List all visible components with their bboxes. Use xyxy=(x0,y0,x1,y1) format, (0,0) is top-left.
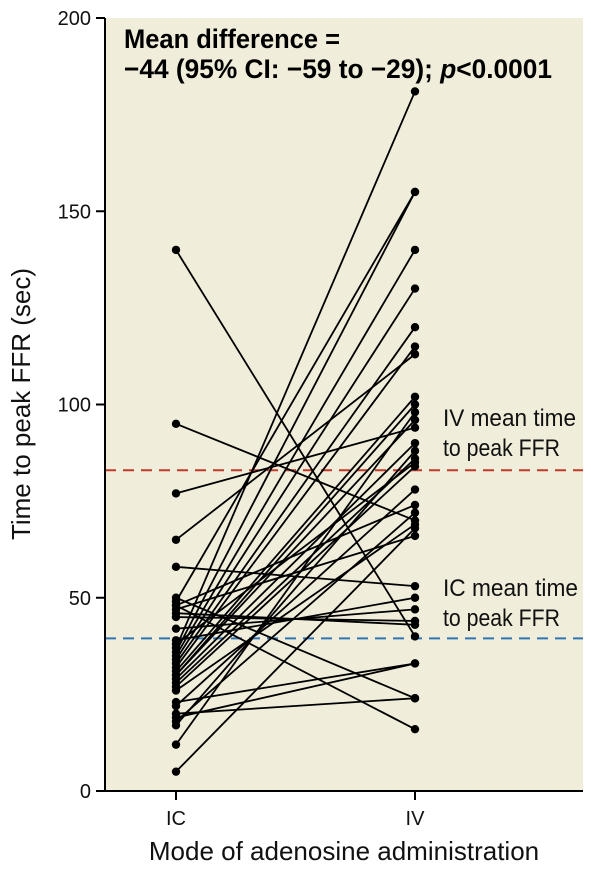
iv-point xyxy=(410,616,420,626)
ic-point xyxy=(171,245,181,255)
ic-point xyxy=(171,612,181,622)
iv-point xyxy=(410,659,420,668)
pair-line xyxy=(175,91,416,649)
ic-mean-label-line-1: IC mean time xyxy=(443,575,578,602)
pair-line xyxy=(175,426,416,495)
annotation-p-value-symbol: p xyxy=(439,54,456,84)
pair-line xyxy=(175,442,416,680)
iv-point xyxy=(410,245,420,255)
iv-point xyxy=(410,724,420,734)
iv-point xyxy=(410,593,420,602)
pair-line xyxy=(175,422,416,522)
iv-mean-label-line-2: to peak FFR xyxy=(443,435,560,462)
iv-point xyxy=(410,323,420,332)
pair-line xyxy=(175,288,416,661)
pair-line xyxy=(175,326,416,664)
pair-line xyxy=(175,596,416,642)
data-points xyxy=(171,87,420,776)
annotation-line-1: Mean difference = xyxy=(124,24,340,54)
x-tick-label: IC xyxy=(166,808,186,830)
y-tick-label: 100 xyxy=(58,395,91,417)
annotation-line-2-suffix: <0.0001 xyxy=(456,54,552,84)
ic-point xyxy=(171,489,181,498)
iv-point xyxy=(410,605,420,614)
ic-point xyxy=(171,624,181,633)
x-axis-title: Mode of adenosine administration xyxy=(149,836,539,866)
annotation-line-2-prefix: −44 (95% CI: −59 to −29); xyxy=(124,54,440,84)
pair-line xyxy=(175,249,416,657)
iv-point xyxy=(410,415,420,425)
ic-point xyxy=(171,686,181,695)
ic-point xyxy=(171,767,181,776)
iv-point xyxy=(410,694,420,703)
iv-point xyxy=(410,400,420,409)
pair-line xyxy=(175,450,416,726)
y-axis-title: Time to peak FFR (sec) xyxy=(6,268,36,540)
annotation-line-2: −44 (95% CI: −59 to −29); p<0.0001 xyxy=(124,54,552,84)
y-ticks: 0 50 100 150 200 xyxy=(58,8,105,803)
ic-point xyxy=(171,639,181,649)
pair-line xyxy=(175,353,416,541)
iv-point xyxy=(410,87,420,96)
pair-line xyxy=(175,191,416,603)
pair-line xyxy=(175,403,416,676)
pair-line xyxy=(175,191,416,653)
iv-point xyxy=(410,342,420,351)
ic-point xyxy=(171,562,181,572)
y-tick-label: 50 xyxy=(69,588,91,610)
x-tick-label: IV xyxy=(406,808,426,830)
ic-point xyxy=(171,701,181,711)
ic-point xyxy=(171,721,181,730)
iv-point xyxy=(410,284,420,293)
pair-line xyxy=(175,662,416,719)
iv-point xyxy=(410,423,420,432)
iv-point xyxy=(410,531,420,541)
iv-point xyxy=(410,485,420,494)
iv-point xyxy=(410,523,420,533)
iv-point xyxy=(410,187,420,197)
pair-line xyxy=(175,488,416,707)
pair-line xyxy=(175,697,416,715)
iv-point xyxy=(410,438,420,448)
iv-point xyxy=(410,632,420,641)
pair-line xyxy=(175,461,416,645)
y-tick-label: 200 xyxy=(58,8,91,30)
iv-point xyxy=(410,581,420,591)
iv-point xyxy=(410,392,420,401)
y-tick-label: 150 xyxy=(58,201,91,223)
ic-point xyxy=(171,535,181,544)
pair-line xyxy=(175,662,416,703)
ic-mean-label-line-2: to peak FFR xyxy=(443,605,560,632)
pair-line xyxy=(175,465,416,688)
iv-mean-label-line-1: IV mean time xyxy=(443,405,576,432)
y-tick-label: 0 xyxy=(80,781,91,803)
pair-line xyxy=(175,249,416,637)
iv-point xyxy=(410,350,420,359)
iv-point xyxy=(410,500,420,510)
x-ticks: IC IV xyxy=(166,791,425,830)
pair-line xyxy=(175,411,416,746)
pair-line xyxy=(175,527,416,773)
ic-point xyxy=(171,740,181,749)
iv-point xyxy=(410,446,420,456)
iv-point xyxy=(410,458,420,467)
iv-point xyxy=(410,508,420,517)
pair-lines xyxy=(175,91,416,773)
ic-point xyxy=(171,601,181,610)
pair-line xyxy=(175,512,416,723)
pair-line xyxy=(175,523,416,692)
iv-point xyxy=(410,408,420,417)
ic-point xyxy=(171,419,181,429)
